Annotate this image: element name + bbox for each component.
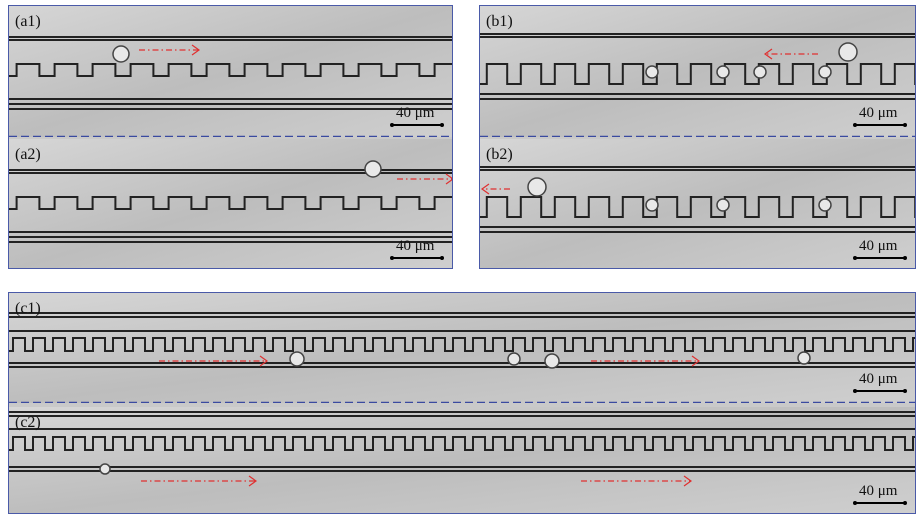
- scale-bar-end: [903, 501, 907, 505]
- cell: [112, 45, 130, 63]
- scale-bar-end: [390, 123, 394, 127]
- micrograph: (c2) 40 μm: [9, 407, 915, 513]
- arrow-head: [191, 44, 201, 56]
- scale-bar-end: [440, 256, 444, 260]
- cell: [507, 352, 521, 366]
- cell: [818, 65, 832, 79]
- cell: [645, 198, 659, 212]
- scale-bar-label: 40 μm: [859, 238, 898, 254]
- arrow-head: [259, 355, 269, 367]
- serpentine-channel: [9, 436, 915, 451]
- serpentine-channel: [9, 63, 452, 77]
- micrograph: (b2) 40 μm: [480, 139, 915, 268]
- scale-bar-end: [853, 389, 857, 393]
- arrow-head: [480, 183, 490, 195]
- serpentine-channel: [9, 196, 452, 210]
- panel-label: (b1): [486, 13, 513, 30]
- cell: [544, 353, 560, 369]
- panel-c: (c1) 40 μm (c2) 40 μm: [8, 292, 916, 514]
- cell: [645, 65, 659, 79]
- background: [9, 407, 915, 513]
- arrow-head: [248, 475, 258, 487]
- scale-bar-end: [390, 256, 394, 260]
- panel-b: (b1) 40 μm (b2) 40 μm: [479, 5, 916, 269]
- micrograph: (a1) 40 μm: [9, 6, 452, 137]
- scale-bar-end: [903, 123, 907, 127]
- serpentine-channel: [9, 337, 915, 352]
- cell: [289, 351, 305, 367]
- micrograph: (c1) 40 μm: [9, 293, 915, 403]
- scale-bar-end: [853, 501, 857, 505]
- cell: [716, 198, 730, 212]
- scale-bar-label: 40 μm: [859, 483, 898, 499]
- cell: [716, 65, 730, 79]
- scale-bar-end: [903, 256, 907, 260]
- background: [9, 6, 452, 137]
- cell: [818, 198, 832, 212]
- micrograph: (a2) 40 μm: [9, 139, 452, 268]
- serpentine-channel: [480, 63, 915, 85]
- panel-label: (a2): [15, 146, 41, 163]
- serpentine-channel: [480, 196, 915, 218]
- scale-bar-end: [853, 256, 857, 260]
- scale-bar-label: 40 μm: [396, 238, 435, 254]
- cell: [838, 42, 858, 62]
- panel-label: (c2): [15, 414, 41, 431]
- scale-bar-end: [853, 123, 857, 127]
- arrow-head: [691, 355, 701, 367]
- scale-bar-label: 40 μm: [859, 105, 898, 121]
- panel-a: (a1) 40 μm (a2) 40 μm: [8, 5, 453, 269]
- scale-bar-label: 40 μm: [396, 105, 435, 121]
- cell: [364, 160, 382, 178]
- cell: [99, 463, 111, 475]
- micrograph: (b1) 40 μm: [480, 6, 915, 137]
- scale-bar-end: [903, 389, 907, 393]
- scale-bar-end: [440, 123, 444, 127]
- cell: [797, 351, 811, 365]
- background: [480, 139, 915, 268]
- panel-label: (c1): [15, 300, 41, 317]
- arrow-head: [445, 173, 452, 185]
- background: [480, 6, 915, 137]
- arrow-head: [763, 48, 773, 60]
- cell: [527, 177, 547, 197]
- arrow-head: [683, 475, 693, 487]
- background: [9, 139, 452, 268]
- panel-label: (a1): [15, 13, 41, 30]
- panel-label: (b2): [486, 146, 513, 163]
- cell: [753, 65, 767, 79]
- scale-bar-label: 40 μm: [859, 371, 898, 387]
